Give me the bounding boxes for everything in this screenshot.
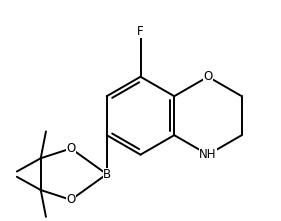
Text: NH: NH xyxy=(199,148,217,161)
Text: O: O xyxy=(66,193,76,206)
Text: F: F xyxy=(137,25,144,38)
Text: B: B xyxy=(103,168,111,181)
Text: O: O xyxy=(66,142,76,155)
Text: O: O xyxy=(203,70,213,83)
